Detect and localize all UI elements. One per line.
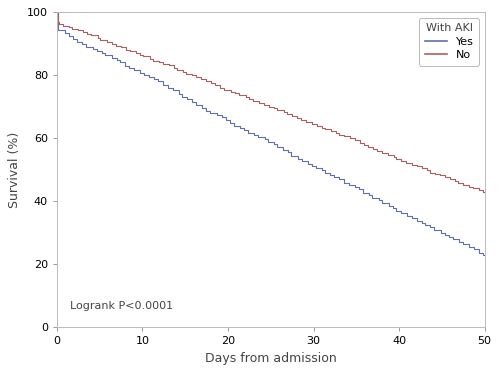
Legend: Yes, No: Yes, No — [419, 18, 479, 66]
No — [55, 19, 61, 24]
Yes — [476, 250, 482, 255]
No — [246, 97, 252, 101]
No — [54, 10, 60, 15]
Yes — [471, 247, 477, 252]
Yes — [55, 26, 61, 30]
No — [482, 189, 488, 194]
No — [480, 189, 486, 194]
Y-axis label: Survival (%): Survival (%) — [8, 132, 22, 208]
X-axis label: Days from admission: Days from admission — [205, 352, 336, 365]
No — [217, 83, 223, 88]
Yes — [246, 130, 252, 135]
No — [476, 188, 482, 192]
No — [470, 186, 476, 191]
Yes — [54, 10, 60, 15]
Yes — [192, 102, 198, 107]
Line: Yes: Yes — [57, 12, 484, 255]
Yes — [480, 253, 486, 257]
Text: Logrank P<0.0001: Logrank P<0.0001 — [70, 301, 173, 311]
Yes — [482, 253, 488, 257]
No — [193, 75, 199, 79]
Line: No: No — [57, 12, 484, 192]
Yes — [219, 113, 225, 117]
